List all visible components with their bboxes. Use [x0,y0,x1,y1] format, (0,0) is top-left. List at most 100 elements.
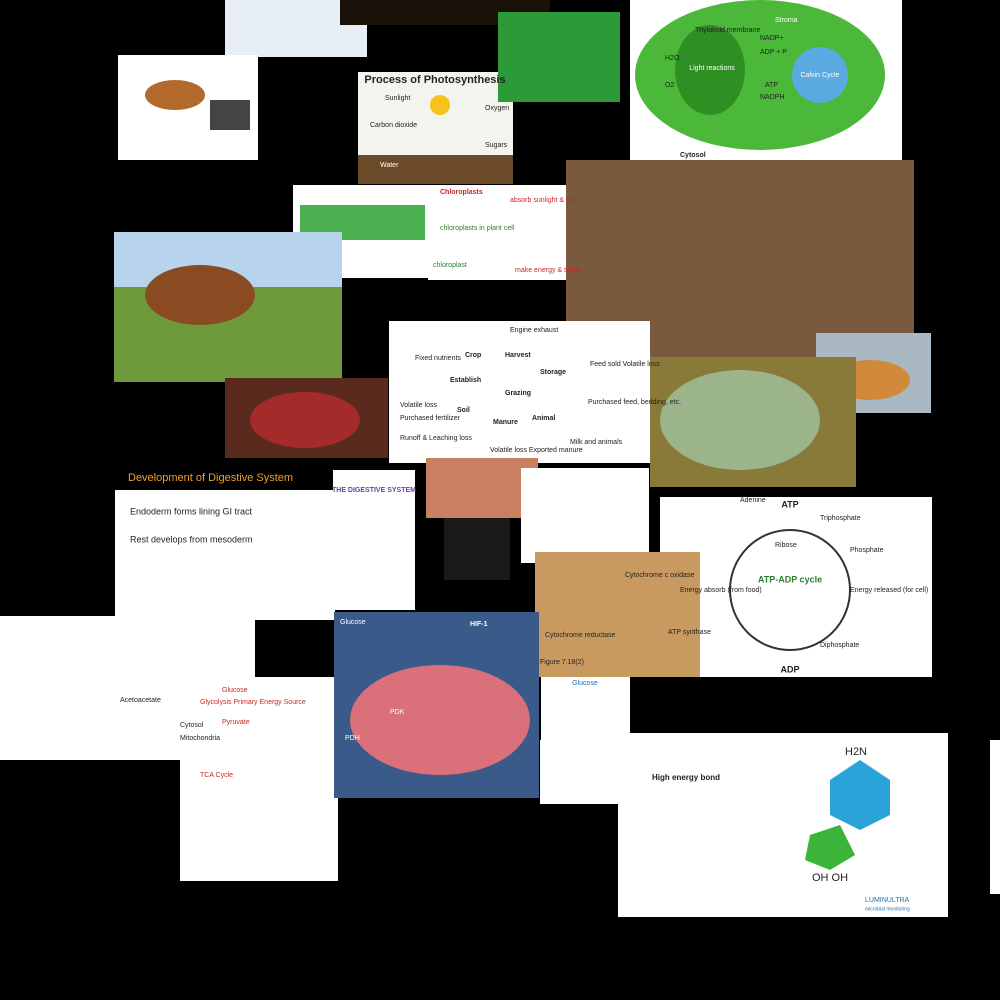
label: Establish [450,377,481,384]
label: O2 [665,82,674,89]
label: Milk and animals [570,439,623,446]
label: NADP+ [760,35,784,42]
label: Water [380,162,399,169]
label: ATP [765,82,778,89]
label: Cytosol [180,722,204,729]
brand: LUMINULTRA [865,897,910,904]
label: Adenine [740,497,766,504]
label: Cytosol [680,152,706,159]
label: Feed sold Volatile loss [590,361,660,368]
tile [180,677,338,881]
title: Glucose [572,680,598,687]
label: Figure 7.18(2) [540,659,584,666]
calvin [792,47,848,103]
bullet: Rest develops from mesoderm [130,534,253,544]
adenine [830,760,890,830]
label: Storage [540,369,566,376]
meat [250,392,360,448]
label: Fixed nutrients [415,355,461,362]
title: Chloroplasts [440,189,483,196]
tile [535,552,700,677]
label: TCA Cycle [200,772,233,779]
labels: Process of Photosynthesis Sunlight Oxyge… [120,17,928,912]
tiles [0,0,1000,917]
tile [540,740,618,804]
bullet: Endoderm forms lining GI tract [130,506,253,516]
ribose [805,825,855,870]
mitochondrion [350,665,530,775]
brand: microbial monitoring [865,906,910,912]
tile [498,12,620,102]
cycle [729,529,851,651]
label: Purchased fertilizer [400,415,461,422]
title: HIF-1 [470,621,488,628]
label: Engine exhaust [510,327,558,334]
label: H2O [665,55,680,62]
title: Development of Digestive System [128,472,293,484]
tile [333,470,415,610]
sunflower [430,95,450,115]
tile [541,677,630,740]
tile [115,490,335,620]
tile [426,458,538,518]
label: OH OH [812,872,848,884]
label: Calvin Cycle [801,72,840,79]
tile [428,185,568,280]
label: Grazing [505,390,531,397]
label: Triphosphate [820,515,861,522]
label: Glucose [340,619,366,626]
label: Harvest [505,352,531,359]
label: Soil [457,407,470,414]
mushroom [145,80,205,110]
label: ATP [781,499,798,509]
label: Sunlight [385,95,410,102]
label: Energy absorb (from food) [680,587,762,594]
label: Purchased feed, bedding, etc. [588,399,681,406]
label: Carbon dioxide [370,122,417,129]
label: ATP synthase [668,629,711,636]
cow [145,265,255,325]
label: ADP [780,664,799,674]
tile [444,518,510,580]
tile [660,497,932,677]
label: PDH [345,735,360,742]
label: Pyruvate [222,719,250,726]
label: PDK [390,709,405,716]
label: Runoff & Leaching loss [400,435,472,442]
label: Manure [493,419,518,426]
label: NADPH [760,94,785,101]
tile [618,733,948,917]
label: chloroplast [433,262,467,269]
mitochondrion [660,370,820,470]
label: Stroma [775,17,798,24]
soil [358,155,513,184]
tile [521,468,649,563]
label: Animal [532,415,555,422]
label: Light reactions [689,65,735,72]
thylakoid [675,25,745,115]
label: Glucose [222,687,248,694]
label: Sugars [485,142,508,149]
tile [210,100,250,130]
label: make energy & sugar [515,267,582,274]
label: H2N [845,746,867,758]
label: Phosphate [850,547,884,554]
tile [389,321,650,463]
label: Oxygen [485,105,509,112]
label: Acetoacetate [120,697,161,704]
label: ADP + P [760,49,787,56]
label: chloroplasts in plant cell [440,225,515,232]
label: ATP-ADP cycle [758,574,822,584]
label: Volatile loss [400,402,437,409]
label: Crop [465,352,481,359]
title: THE DIGESTIVE SYSTEM [332,487,416,494]
tile [990,740,1000,894]
label: Glycolysis Primary Energy Source [200,699,306,706]
label: Ribose [775,542,797,549]
label: Mitochondria [180,735,220,742]
label: High energy bond [652,773,720,782]
label: Thylakoid membrane [695,27,760,34]
label: Cytochrome reductase [545,632,616,639]
label: Cytochrome c oxidase [625,572,694,579]
